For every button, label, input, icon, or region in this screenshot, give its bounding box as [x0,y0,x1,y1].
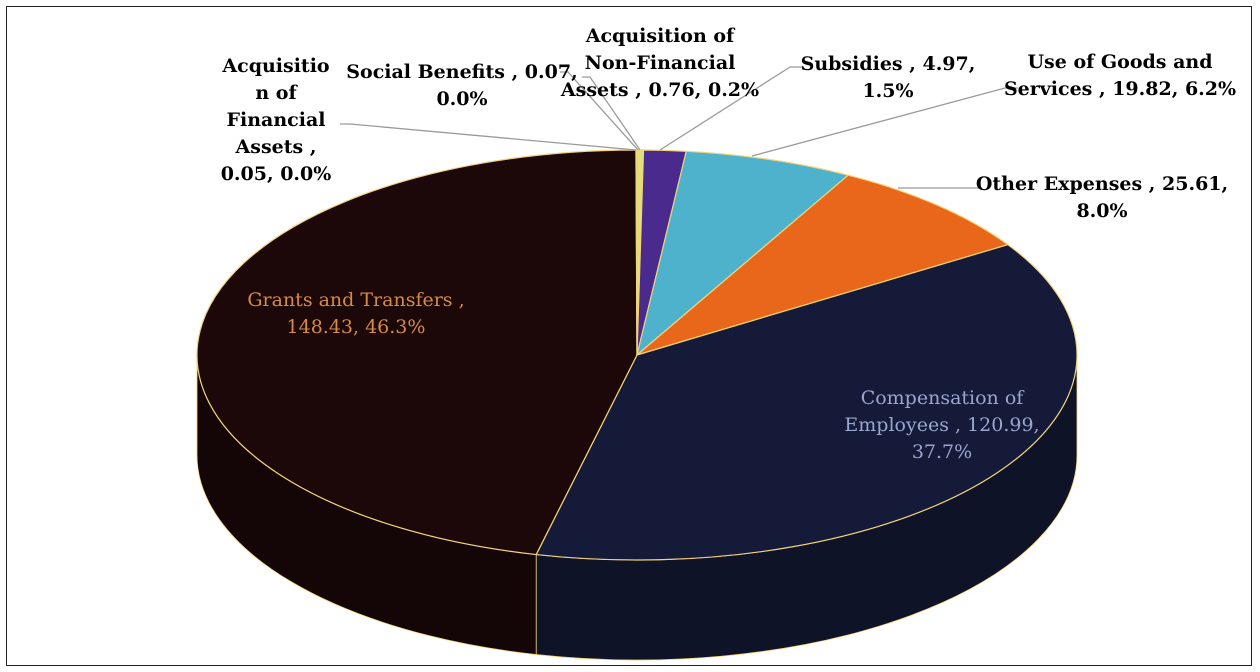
data-label-4-line-0: Compensation of [861,387,1026,409]
data-labels: Acquisition of Non-Financial Assets , 0.76… [221,25,1236,463]
data-label-6-line-1: n of [255,82,298,104]
data-label-5-line-0: Grants and Transfers , [247,289,464,311]
data-label-1-line-1: 1.5% [862,80,913,102]
data-label-0-line-2: Assets , 0.76, 0.2% [560,79,759,101]
data-label-0-line-0: Acquisition of [585,25,736,47]
data-label-2: Use of Goods and Services , 19.82, 6.2% [1004,51,1236,100]
leader-lines [340,66,1018,189]
data-label-4-line-2: 37.7% [912,441,972,463]
data-label-5-line-1: 148.43, 46.3% [287,316,426,338]
leader-line-6 [340,123,637,151]
data-label-5: Grants and Transfers , 148.43, 46.3% [247,289,464,338]
leader-line-1 [659,66,802,151]
data-label-2-line-0: Use of Goods and [1027,51,1212,73]
data-label-2-line-1: Services , 19.82, 6.2% [1004,78,1236,100]
data-label-4: Compensation of Employees , 120.99, 37.7% [844,387,1039,463]
data-label-6-line-2: Financial [227,109,326,131]
pie-slice-5 [196,149,638,556]
pie-top [196,149,1078,561]
pie-slice-3 [636,174,1010,356]
data-label-7: Social Benefits , 0.07, 0.0% [346,61,577,110]
pie-slice-7 [635,149,638,356]
data-label-4-line-1: Employees , 120.99, [844,414,1039,436]
data-label-7-line-1: 0.0% [436,88,487,110]
data-label-1-line-0: Subsidies , 4.97, [801,53,976,75]
leader-line-2 [751,87,1018,157]
data-label-6-line-0: Acquisitio [221,55,329,77]
pie-slice-4 [535,243,1078,561]
data-label-3-line-0: Other Expenses , 25.61, [976,173,1228,195]
data-label-7-line-0: Social Benefits , 0.07, [346,61,577,83]
leader-line-0 [582,76,641,151]
leader-line-7 [560,71,639,151]
data-label-0: Acquisition of Non-Financial Assets , 0.76… [560,25,759,101]
data-label-6-line-4: 0.05, 0.0% [221,163,332,185]
data-label-6: Acquisitio n of Financial Assets , 0.05, 0.0… [221,55,332,185]
pie-slice-2 [635,150,850,357]
data-label-1: Subsidies , 4.97, 1.5% [801,53,976,102]
data-label-0-line-1: Non-Financial [585,52,736,74]
data-label-6-line-3: Assets , [235,136,317,158]
data-label-3: Other Expenses , 25.61, 8.0% [976,173,1228,222]
data-label-3-line-1: 8.0% [1076,200,1127,222]
